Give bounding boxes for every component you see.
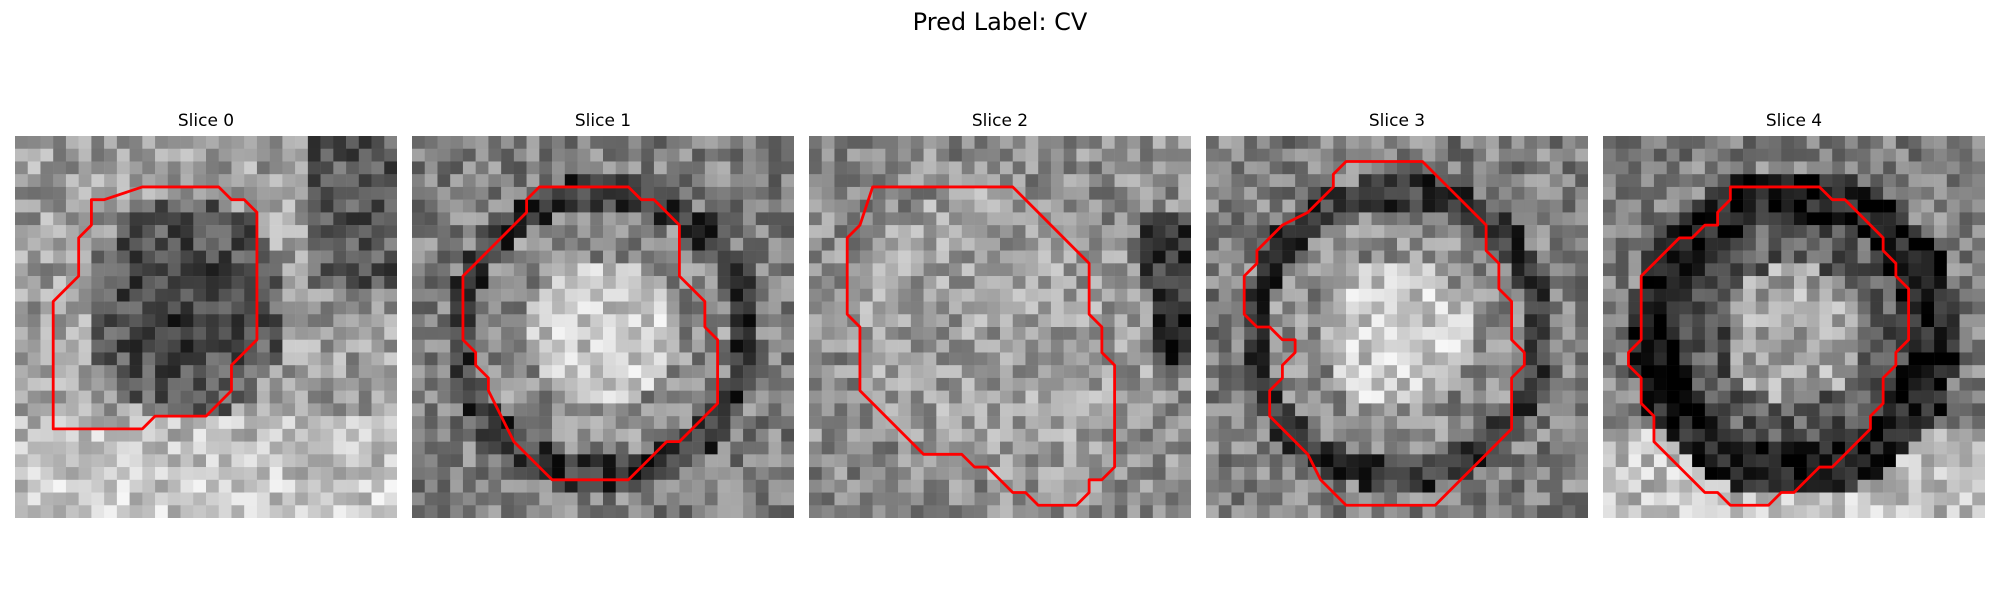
slice-image-4	[1603, 136, 1985, 518]
tumor-contour-3	[1242, 160, 1526, 507]
slice-image-2	[809, 136, 1191, 518]
slice-image-0	[15, 136, 397, 518]
slice-panel-1: Slice 1	[412, 108, 794, 518]
slice-title-0: Slice 0	[177, 111, 235, 131]
slice-panel-4: Slice 4	[1603, 108, 1985, 518]
slice-panel-2: Slice 2	[809, 108, 1191, 518]
slice-panel-3: Slice 3	[1206, 108, 1588, 518]
slice-image-1	[412, 136, 794, 518]
figure-title: Pred Label: CV	[912, 8, 1088, 36]
slice-title-2: Slice 2	[971, 111, 1029, 131]
tumor-contour-0	[51, 185, 259, 431]
slice-title-3: Slice 3	[1368, 111, 1426, 131]
slice-image-3	[1206, 136, 1588, 518]
slice-title-1: Slice 1	[574, 111, 632, 131]
tumor-contour-4	[1627, 185, 1911, 507]
tumor-contour-2	[845, 185, 1117, 507]
tumor-contour-1	[461, 185, 720, 482]
slice-panel-0: Slice 0	[15, 108, 397, 518]
slice-title-4: Slice 4	[1765, 111, 1823, 131]
